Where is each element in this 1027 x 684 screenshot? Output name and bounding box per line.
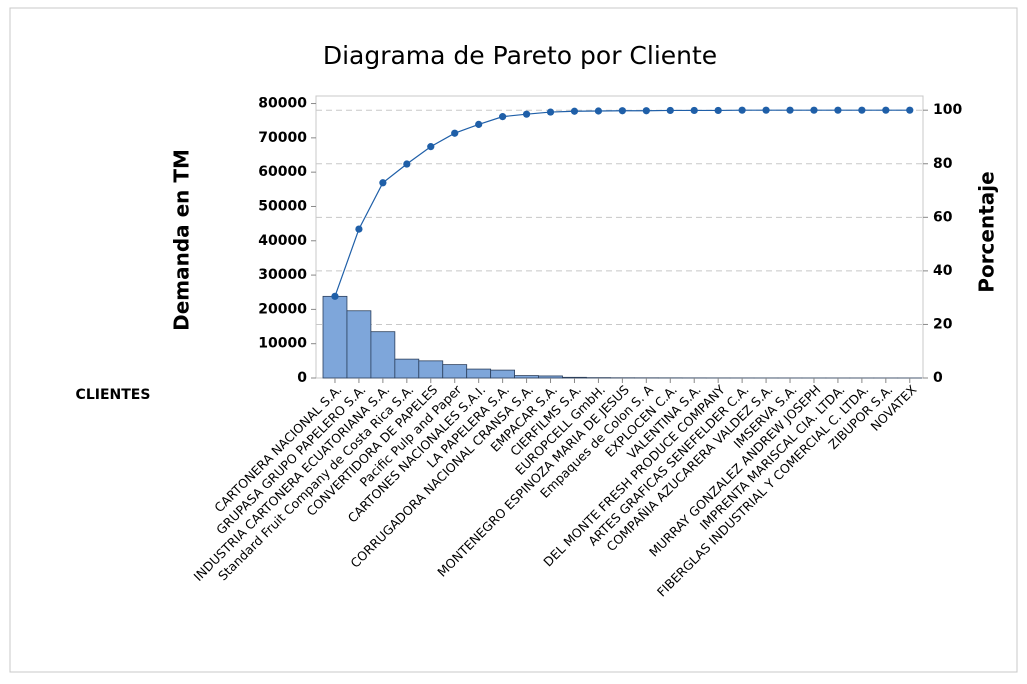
y2-tick-label: 80 (933, 156, 953, 172)
cumulative-point (738, 106, 746, 114)
y2-tick-label: 40 (933, 263, 953, 279)
bar (514, 375, 539, 379)
cumulative-point (882, 106, 890, 114)
y2-tick-label: 0 (933, 370, 943, 386)
bar (538, 375, 563, 379)
cumulative-point (594, 107, 603, 115)
y-tick-label: 60000 (258, 164, 307, 180)
cumulative-point (642, 107, 650, 115)
bar (418, 360, 444, 379)
cumulative-point (379, 179, 387, 187)
cumulative-point (786, 106, 794, 114)
cumulative-point (451, 129, 459, 137)
y2-tick-label: 20 (933, 316, 953, 332)
cumulative-point (475, 120, 483, 128)
y2-axis-label: Porcentaje (975, 171, 999, 292)
y-axis-label: Demanda en TM (170, 149, 194, 331)
bar (346, 310, 372, 379)
y-tick-label: 50000 (258, 198, 307, 214)
cumulative-point (714, 106, 722, 115)
bar (442, 364, 468, 379)
plot-area (315, 95, 924, 379)
y-tick-label: 80000 (258, 96, 307, 112)
cumulative-point (570, 107, 579, 115)
cumulative-point (331, 292, 339, 300)
y-tick-label: 0 (297, 370, 307, 386)
cumulative-point (690, 106, 698, 115)
y-tick-label: 70000 (258, 130, 307, 146)
bar (490, 369, 515, 379)
bar (562, 376, 587, 379)
cumulative-point (522, 110, 531, 118)
y-tick-label: 20000 (258, 301, 307, 317)
cumulative-point (499, 113, 507, 121)
bar (466, 368, 492, 379)
cumulative-point (858, 106, 866, 114)
cumulative-point (427, 143, 435, 151)
cumulative-point (810, 106, 818, 114)
cumulative-point (403, 160, 411, 168)
bar (394, 358, 420, 379)
cumulative-point (546, 108, 555, 116)
chart-title: Diagrama de Pareto por Cliente (323, 41, 717, 70)
y-tick-label: 10000 (258, 336, 307, 352)
y2-tick-label: 60 (933, 209, 953, 225)
cumulative-point (666, 106, 674, 115)
y2-tick-label: 100 (933, 102, 962, 118)
cumulative-point (834, 106, 842, 114)
y-tick-label: 40000 (258, 233, 307, 249)
x-axis-label: CLIENTES (76, 387, 151, 403)
cumulative-point (906, 106, 914, 114)
y-tick-label: 30000 (258, 267, 307, 283)
bar (370, 331, 396, 379)
cumulative-point (355, 225, 363, 233)
cumulative-point (762, 106, 770, 114)
cumulative-point (618, 107, 626, 115)
bar (322, 295, 348, 379)
